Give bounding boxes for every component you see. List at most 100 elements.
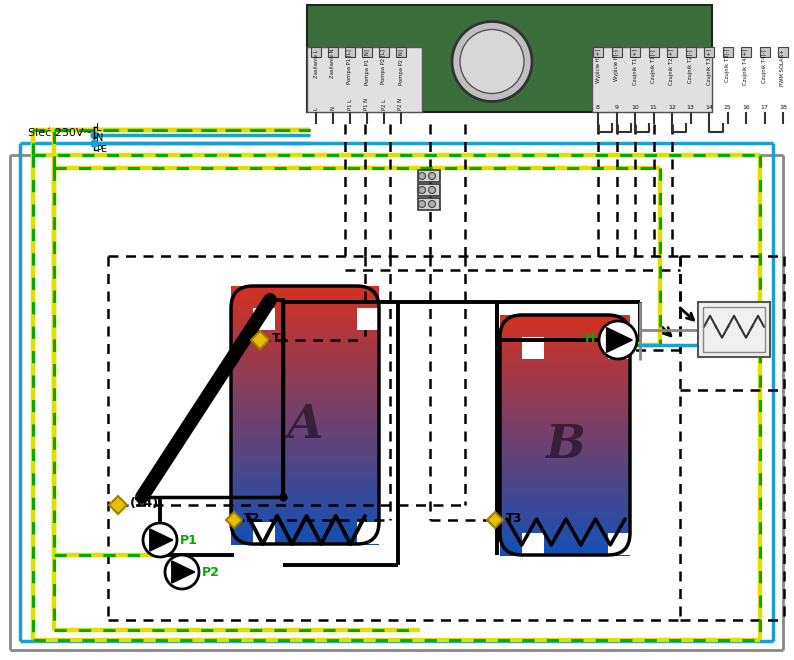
Bar — [500, 426, 630, 431]
Bar — [231, 534, 379, 540]
Text: Pompa P1 [L]: Pompa P1 [L] — [348, 49, 353, 84]
Bar — [608, 337, 630, 359]
Bar — [231, 338, 379, 344]
Circle shape — [429, 172, 435, 180]
Text: P1 L: P1 L — [348, 99, 353, 110]
Text: B: B — [545, 422, 585, 468]
Bar — [357, 522, 379, 544]
Bar — [328, 47, 338, 57]
Bar — [500, 454, 630, 460]
Bar — [231, 456, 379, 463]
Bar — [418, 184, 440, 196]
Bar — [500, 329, 630, 335]
Polygon shape — [150, 529, 173, 551]
Bar — [649, 47, 658, 57]
Text: PWM SOLAR+: PWM SOLAR+ — [781, 49, 785, 86]
Bar — [500, 541, 630, 546]
Circle shape — [452, 22, 532, 102]
Bar — [231, 508, 379, 514]
Bar — [698, 302, 770, 357]
Bar — [311, 47, 321, 57]
Bar — [231, 322, 379, 328]
Bar — [231, 368, 379, 375]
Bar — [231, 425, 379, 432]
Bar — [500, 416, 630, 422]
Bar — [667, 47, 677, 57]
Bar — [500, 334, 630, 340]
Bar — [231, 467, 379, 473]
Text: Wyjście H[-]: Wyjście H[-] — [614, 49, 619, 81]
Text: N: N — [96, 133, 103, 143]
Bar — [593, 47, 603, 57]
Bar — [500, 498, 630, 503]
Text: T1: T1 — [272, 331, 289, 345]
Polygon shape — [607, 327, 632, 352]
Bar — [685, 47, 696, 57]
Bar — [500, 411, 630, 417]
Circle shape — [460, 30, 524, 94]
Bar — [357, 308, 379, 330]
Bar — [500, 488, 630, 494]
Bar — [231, 389, 379, 395]
Text: P1: P1 — [180, 533, 198, 546]
Polygon shape — [487, 512, 503, 528]
Bar — [500, 406, 630, 412]
Bar — [611, 47, 622, 57]
Bar — [231, 430, 379, 437]
Text: 16: 16 — [742, 105, 750, 110]
Bar — [231, 513, 379, 519]
Bar — [418, 170, 440, 182]
Circle shape — [599, 321, 637, 359]
Bar — [500, 401, 630, 407]
Bar — [231, 296, 379, 302]
Bar — [704, 47, 714, 57]
Text: Pompa P2 [L]: Pompa P2 [L] — [381, 49, 387, 84]
Text: T2: T2 — [244, 512, 260, 525]
Polygon shape — [226, 512, 242, 528]
Bar — [608, 533, 630, 555]
Bar — [253, 522, 275, 544]
Bar — [500, 445, 630, 450]
Bar — [231, 529, 379, 535]
Bar — [231, 451, 379, 457]
Bar — [500, 521, 630, 527]
Bar — [500, 368, 630, 374]
Bar — [500, 348, 630, 354]
Bar — [703, 307, 765, 352]
Text: Czujnik T1[+]: Czujnik T1[+] — [633, 49, 638, 85]
Text: 11: 11 — [649, 105, 657, 110]
Bar — [231, 364, 379, 370]
Bar — [500, 449, 630, 455]
Bar — [500, 378, 630, 383]
Bar — [231, 410, 379, 416]
Bar — [345, 47, 355, 57]
Text: Pompa P2 [N]: Pompa P2 [N] — [399, 49, 403, 85]
Bar — [231, 333, 379, 339]
Bar — [500, 507, 630, 513]
Bar — [592, 47, 712, 112]
Circle shape — [429, 187, 435, 193]
Bar — [231, 302, 379, 308]
Bar — [231, 487, 379, 494]
Bar — [231, 477, 379, 483]
Bar — [500, 502, 630, 508]
Bar — [253, 308, 275, 330]
Circle shape — [418, 201, 426, 207]
Bar — [723, 47, 733, 57]
Bar — [778, 47, 788, 57]
Text: L: L — [96, 123, 102, 133]
Bar — [231, 441, 379, 447]
Bar — [231, 405, 379, 411]
Bar — [231, 436, 379, 442]
Bar — [500, 440, 630, 446]
Text: Wyjście H[+]: Wyjście H[+] — [596, 49, 601, 83]
Polygon shape — [172, 561, 195, 583]
Bar — [500, 397, 630, 403]
Bar — [231, 374, 379, 380]
Bar — [500, 473, 630, 479]
Bar — [500, 344, 630, 350]
Bar — [500, 545, 630, 551]
Text: L: L — [314, 107, 318, 110]
Text: 9: 9 — [615, 105, 619, 110]
Bar — [500, 387, 630, 393]
